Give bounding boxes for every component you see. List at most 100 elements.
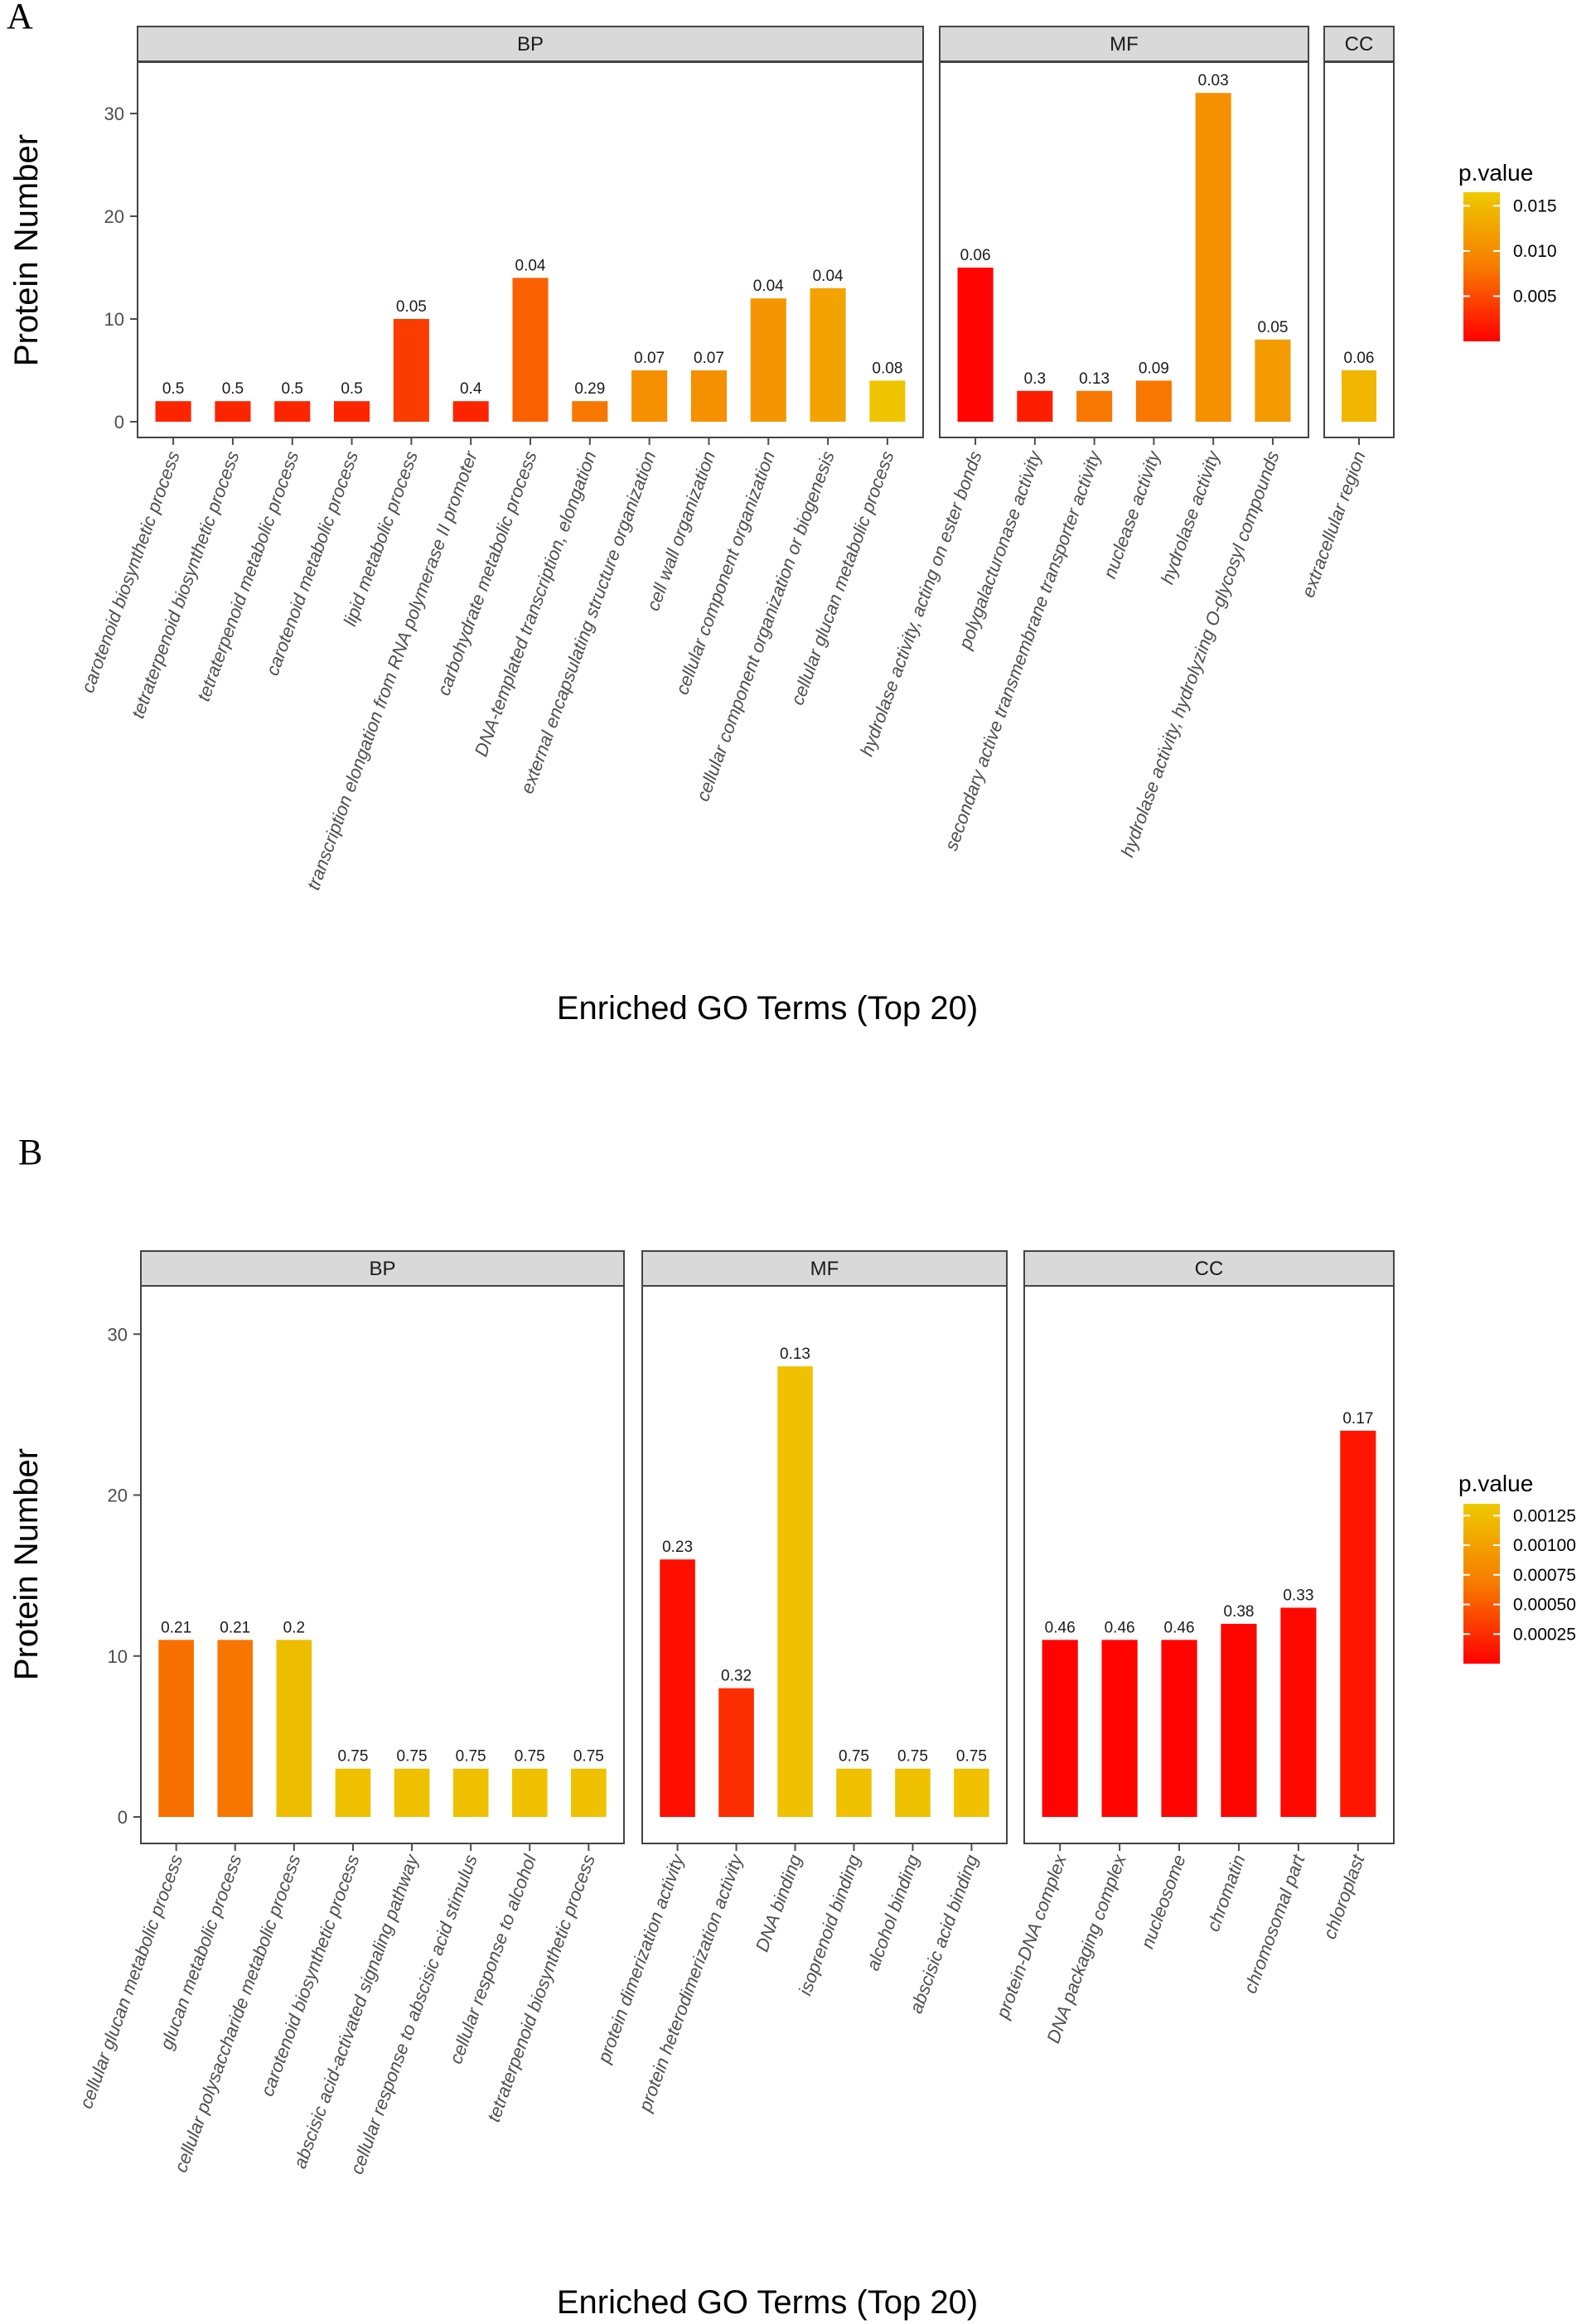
bar-data-label: 0.46 <box>1164 1619 1195 1636</box>
x-category-label: DNA binding <box>752 1851 806 1954</box>
bar-dna-binding <box>777 1366 813 1817</box>
legend-title: p.value <box>1458 1471 1533 1496</box>
x-category-label: protein heterodimerization activity <box>634 1850 747 2114</box>
bar-data-label: 0.5 <box>341 380 362 398</box>
facet-panel-mf <box>939 61 1309 438</box>
bar-data-label: 0.04 <box>813 268 844 285</box>
bar-external-encapsulating-structure-organization <box>631 370 668 422</box>
bar-data-label: 0.75 <box>573 1748 604 1766</box>
bar-data-label: 0.46 <box>1105 1619 1135 1636</box>
y-tick-label: 10 <box>104 309 124 330</box>
bar-data-label: 0.09 <box>1139 360 1169 377</box>
bar-tetraterpenoid-biosynthetic-process <box>571 1768 607 1817</box>
bar-protein-dimerization-activity <box>660 1559 695 1817</box>
chart-panel-b: 0 10 20 30 BP 0.21 cellular glucan metabolic p… <box>8 1250 1576 2321</box>
bar-polygalacturonase-activity <box>1017 390 1053 422</box>
facet-strip-label: BP <box>517 33 544 56</box>
bar-data-label: 0.2 <box>283 1619 305 1636</box>
facet-strip-label: CC <box>1345 33 1374 56</box>
legend-colorbar <box>1463 1504 1500 1664</box>
facet-panel-bp <box>140 1285 625 1844</box>
bar-data-label: 0.08 <box>872 360 902 377</box>
x-category-label: abscisic acid-activated signaling pathwa… <box>289 1850 423 2171</box>
bar-hydrolase-activity-acting-on-ester-bonds <box>957 268 994 422</box>
bar-nuclease-activity <box>1135 380 1172 422</box>
y-tick-label: 0 <box>118 1807 128 1828</box>
bar-data-label: 0.75 <box>897 1748 928 1766</box>
bar-data-label: 0.5 <box>222 380 244 398</box>
bar-protein-heterodimerization-activity <box>718 1688 754 1817</box>
bar-glucan-metabolic-process <box>217 1640 254 1817</box>
legend-tick-label: 0.00100 <box>1513 1536 1576 1555</box>
bar-data-label: 0.23 <box>662 1539 693 1556</box>
bar-data-label: 0.06 <box>1344 350 1375 367</box>
bar-cell-wall-organization <box>690 370 727 422</box>
bar-transcription-elongation-from-rna-polymerase-ii-promoter <box>452 401 489 422</box>
facet-strip-bp <box>137 26 924 62</box>
bar-lipid-metabolic-process <box>393 319 429 422</box>
bar-cellular-response-to-abscisic-acid-stimulus <box>452 1768 489 1817</box>
bar-data-label: 0.21 <box>161 1619 191 1636</box>
facet-panel-cc <box>1023 1285 1395 1844</box>
panel-letter-b: B <box>18 1132 42 1172</box>
bar-hydrolase-activity <box>1195 93 1231 422</box>
x-category-label: chromosomal part <box>1240 1851 1309 1996</box>
bar-abscisic-acid-binding <box>954 1768 989 1817</box>
bar-alcohol-binding <box>895 1768 931 1817</box>
bar-data-label: 0.75 <box>839 1748 869 1766</box>
legend-title: p.value <box>1458 160 1533 186</box>
bar-carotenoid-biosynthetic-process <box>155 401 191 422</box>
bar-secondary-active-transmembrane-transporter-activity <box>1076 390 1113 422</box>
bar-data-label: 0.33 <box>1283 1587 1313 1604</box>
legend-tick-label: 0.00075 <box>1513 1566 1576 1585</box>
bar-data-label: 0.38 <box>1223 1603 1254 1621</box>
facet-strip-label: MF <box>810 1258 839 1280</box>
bar-data-label: 0.75 <box>515 1748 545 1766</box>
bar-abscisic-acid-activated-signaling-pathway <box>394 1768 430 1817</box>
x-category-label: extracellular region <box>1298 448 1370 600</box>
bar-isoprenoid-binding <box>836 1768 872 1817</box>
bar-cellular-response-to-alcohol <box>511 1768 548 1817</box>
bar-data-label: 0.5 <box>162 380 184 398</box>
bar-data-label: 0.07 <box>634 350 665 367</box>
bar-chromosomal-part <box>1280 1607 1317 1817</box>
y-tick-label: 30 <box>108 1324 128 1345</box>
y-tick-label: 20 <box>108 1486 128 1506</box>
bar-data-label: 0.46 <box>1045 1619 1076 1636</box>
y-tick-label: 0 <box>114 412 124 432</box>
facet-strip-cc <box>1023 1250 1395 1287</box>
bar-data-label: 0.04 <box>753 278 784 295</box>
bar-tetraterpenoid-metabolic-process <box>274 401 311 422</box>
facet-strip-mf <box>939 26 1309 62</box>
facet-strip-label: BP <box>369 1258 395 1280</box>
y-tick-label: 30 <box>104 104 124 124</box>
bar-cellular-component-organization <box>750 298 786 422</box>
x-axis-title: Enriched GO Terms (Top 20) <box>557 2284 978 2321</box>
bar-data-label: 0.75 <box>397 1748 428 1766</box>
bar-data-label: 0.04 <box>515 257 546 274</box>
bar-data-label: 0.21 <box>220 1619 250 1636</box>
legend-colorbar <box>1463 192 1500 341</box>
legend-tick-label: 0.00125 <box>1513 1506 1576 1525</box>
legend-tick-label: 0.00050 <box>1513 1596 1576 1615</box>
bar-data-label: 0.13 <box>780 1346 810 1363</box>
legend-tick-label: 0.00025 <box>1513 1625 1576 1644</box>
x-category-label: alcohol binding <box>862 1851 923 1973</box>
x-category-label: cellular glucan metabolic process <box>75 1852 186 2111</box>
bar-data-label: 0.29 <box>574 380 605 398</box>
bar-carotenoid-biosynthetic-process <box>335 1768 371 1817</box>
bar-protein-dna-complex <box>1042 1640 1078 1817</box>
bar-chloroplast <box>1340 1430 1376 1817</box>
bar-extracellular-region <box>1342 370 1376 422</box>
y-axis-title: Protein Number <box>8 134 45 366</box>
bar-cellular-glucan-metabolic-process <box>158 1640 194 1817</box>
bar-data-label: 0.75 <box>337 1748 368 1766</box>
legend-tick-label: 0.010 <box>1513 242 1557 261</box>
x-category-label: nuclease activity <box>1099 447 1164 581</box>
bar-data-label: 0.3 <box>1024 370 1046 388</box>
x-category-label: nucleosome <box>1137 1852 1190 1951</box>
x-category-label: tetraterpenoid biosynthetic process <box>127 448 243 721</box>
x-category-label: chromatin <box>1202 1852 1250 1934</box>
bar-data-label: 0.03 <box>1198 72 1229 89</box>
